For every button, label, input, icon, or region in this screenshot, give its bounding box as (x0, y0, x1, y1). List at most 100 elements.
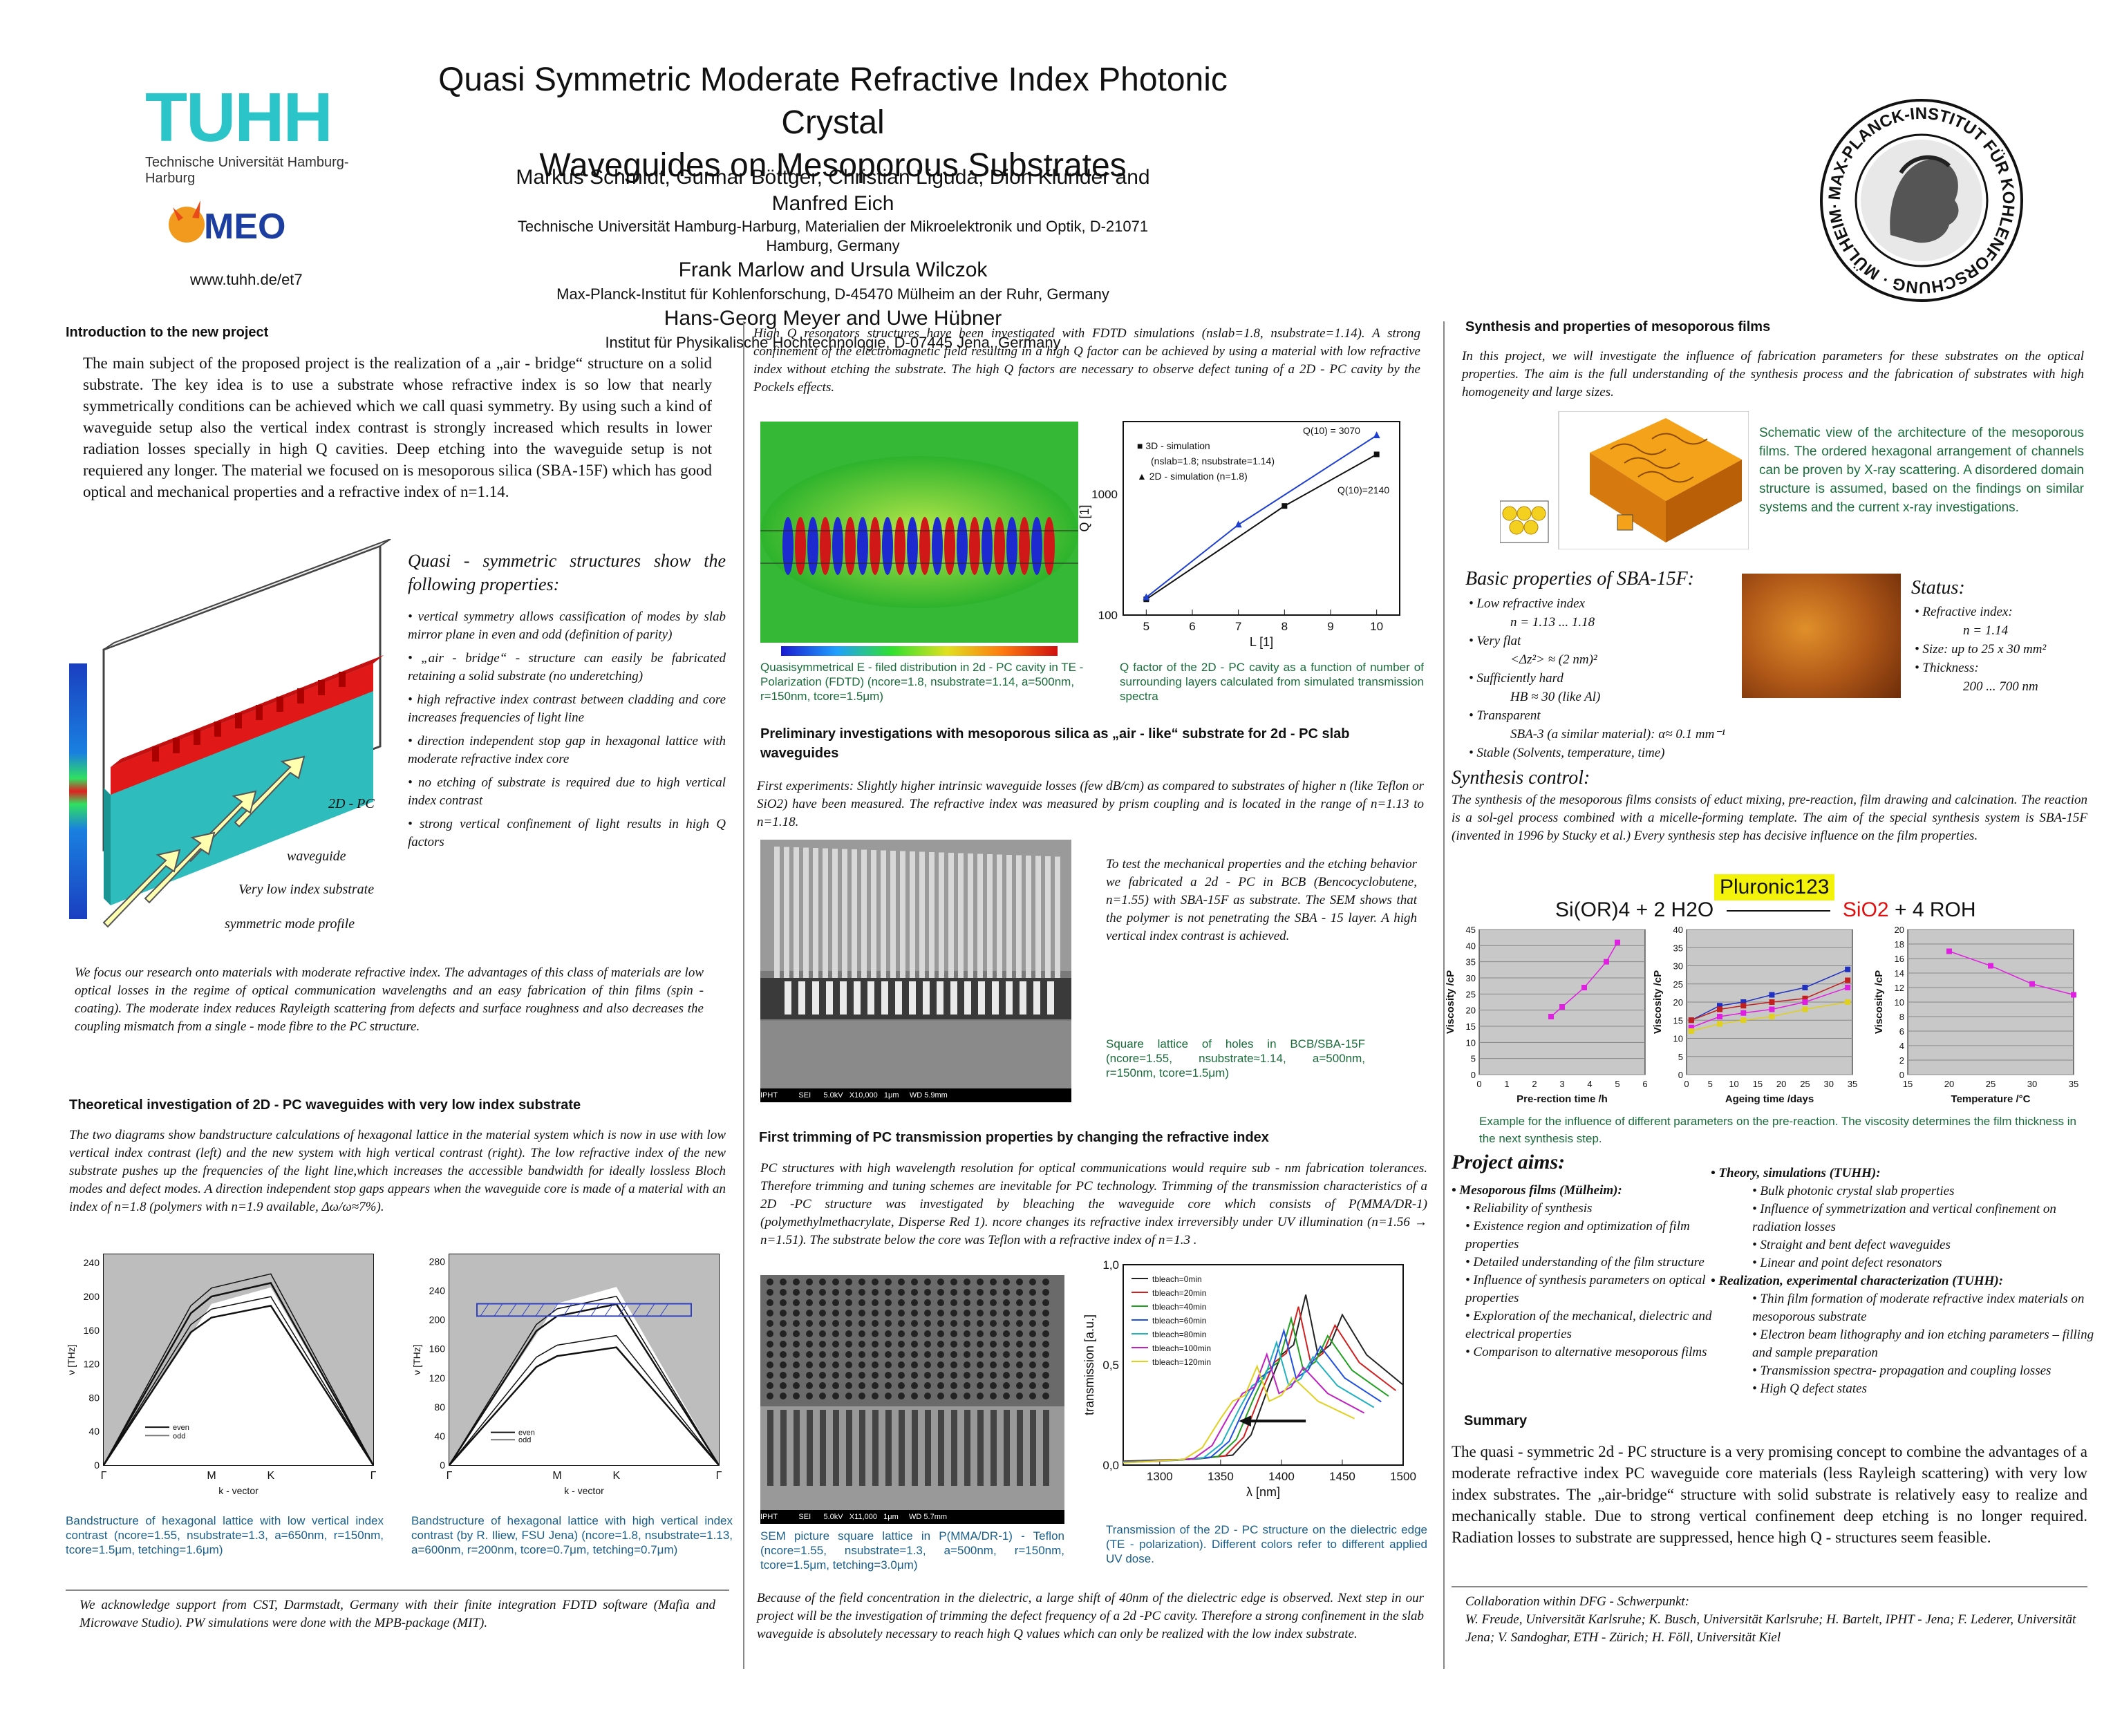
aim-item: • Exploration of the mechanical, dielect… (1465, 1309, 1712, 1341)
afm-surface-picture (1742, 574, 1901, 712)
sem-etched-hole (780, 1410, 787, 1486)
sem-hole (990, 1351, 997, 1358)
sem-hole (1016, 1310, 1023, 1317)
sem-hole (832, 1393, 839, 1399)
trans-y-tick-label: 0,0 (1102, 1459, 1119, 1472)
band-y-tick-label: 160 (84, 1325, 100, 1336)
sem-hole-wall (1033, 981, 1040, 1015)
sem-ridge (1006, 855, 1012, 986)
visc-data-point (2029, 981, 2035, 987)
sem-hole (937, 1372, 944, 1379)
sem-hole (990, 1279, 997, 1285)
sem-hole-wall (923, 981, 930, 1015)
aim-item: • Influence of synthesis parameters on o… (1465, 1273, 1706, 1305)
sem-ridge (774, 847, 780, 978)
sem-hole (1003, 1393, 1010, 1399)
sem-etched-hole (899, 1410, 905, 1486)
sem-hole (937, 1361, 944, 1368)
visc-x-tick-label: 0 (1476, 1079, 1481, 1089)
sem-hole (1042, 1372, 1049, 1379)
sem-hole (1042, 1361, 1049, 1368)
sem-hole (911, 1393, 918, 1399)
sem-hole (885, 1289, 892, 1296)
band-line (102, 1282, 375, 1466)
stop-gap-hatch (480, 1303, 489, 1317)
basic-properties-list: • Low refractive index n = 1.13 ... 1.18… (1469, 594, 1759, 762)
efield-lobe (870, 517, 881, 575)
trans-series-line (1123, 1294, 1404, 1462)
visc-series-line (1691, 969, 1848, 1021)
sem-hole (793, 1341, 800, 1348)
sem-hole (964, 1393, 970, 1399)
mpi-seal-icon: MAX-PLANCK-INSTITUT FÜR KOHLENFORSCHUNG … (1812, 82, 2023, 302)
aim-item: • Bulk photonic crystal slab properties (1752, 1184, 1955, 1198)
sem-hole (872, 1289, 879, 1296)
sem-hole (937, 1393, 944, 1399)
sem-hole (1003, 1330, 1010, 1337)
status-value: 200 ... 700 nm (1963, 679, 2038, 694)
sem-hole (1016, 1299, 1023, 1306)
trans-legend-label: tbleach=40min (1152, 1302, 1206, 1312)
sem-hole (806, 1320, 813, 1327)
visc-data-point (1717, 1006, 1722, 1012)
sem-hole-wall (1006, 981, 1013, 1015)
sem-hole (793, 1361, 800, 1368)
sem-hole (1003, 1289, 1010, 1296)
trans-legend-label: tbleach=80min (1152, 1330, 1206, 1339)
visc-x-axis-label: Ageing time /days (1725, 1093, 1814, 1105)
visc-y-tick-label: 40 (1673, 925, 1683, 935)
sem-hole (898, 1382, 905, 1389)
sem-hole (793, 1320, 800, 1327)
efield-lobe (1019, 517, 1030, 575)
sem-hole (832, 1341, 839, 1348)
sem-hole (1003, 1361, 1010, 1368)
band-left-svg: 0 40 80 120 160 200 240 Γ M K Γk - vector ν [THz] ev… (66, 1254, 377, 1496)
quasi-property-item: • no etching of substrate is required du… (408, 775, 726, 808)
sem-hole (872, 1320, 879, 1327)
stop-gap-hatch (535, 1303, 545, 1317)
visc-y-tick-label: 6 (1899, 1026, 1904, 1037)
sem-hole (990, 1310, 997, 1317)
sem-hole (793, 1372, 800, 1379)
sem-hole (990, 1393, 997, 1399)
visc-y-tick-label: 30 (1673, 961, 1683, 972)
visc-y-tick-label: 10 (1895, 997, 1904, 1008)
sem-hole (780, 1289, 787, 1296)
efield-lobe (1006, 517, 1017, 575)
aims-realization-heading: • Realization, experimental characteriza… (1711, 1274, 2004, 1288)
sem-bcb-image: IPHT SEI 5.0kV X10,000 1μm WD 5.9mm (760, 840, 1071, 1102)
sem-hole (819, 1289, 826, 1296)
stop-gap-hatch (618, 1303, 628, 1317)
visc-y-tick-label: 40 (1466, 941, 1476, 951)
sem-hole (858, 1382, 865, 1389)
sem-bcb-caption: Square lattice of holes in BCB/SBA-15F (… (1106, 1037, 1365, 1079)
sem-hole (1016, 1351, 1023, 1358)
transmission-svg: 1300 1350 1400 1450 1500 0,0 0,5 1,0 λ [nm] trans… (1082, 1258, 1416, 1499)
sem-hole (1029, 1330, 1036, 1337)
sem-hole (1003, 1341, 1010, 1348)
status-item: • Thickness: (1915, 661, 1979, 675)
visc-y-tick-label: 20 (1466, 1006, 1476, 1016)
sem-hole (780, 1382, 787, 1389)
quasi-property-item: • „air - bridge“ - structure can easily … (408, 651, 726, 683)
sem-hole (964, 1341, 970, 1348)
sem-hole (898, 1330, 905, 1337)
sem-hole (885, 1351, 892, 1358)
visc-data-point (1581, 985, 1587, 990)
sem-hole (924, 1320, 931, 1327)
visc-y-tick-label: 8 (1899, 1012, 1904, 1022)
sem-hole (977, 1279, 984, 1285)
synthesis-control-heading: Synthesis control: (1452, 767, 1590, 789)
efield-plot (760, 422, 1078, 643)
sem-hole (845, 1310, 852, 1317)
sem-hole (950, 1361, 957, 1368)
visc-data-point (1802, 985, 1808, 990)
trans-legend-label: tbleach=100min (1152, 1343, 1211, 1353)
sem-hole (964, 1351, 970, 1358)
visc-x-tick-label: 5 (1708, 1079, 1713, 1089)
synthesis-heading: Synthesis and properties of mesoporous f… (1465, 319, 1771, 334)
collaboration-text: W. Freude, Universität Karlsruhe; K. Bus… (1465, 1612, 2076, 1645)
visc-x-tick-label: 30 (2027, 1079, 2037, 1089)
aim-item: • Straight and bent defect waveguides (1752, 1238, 1951, 1252)
